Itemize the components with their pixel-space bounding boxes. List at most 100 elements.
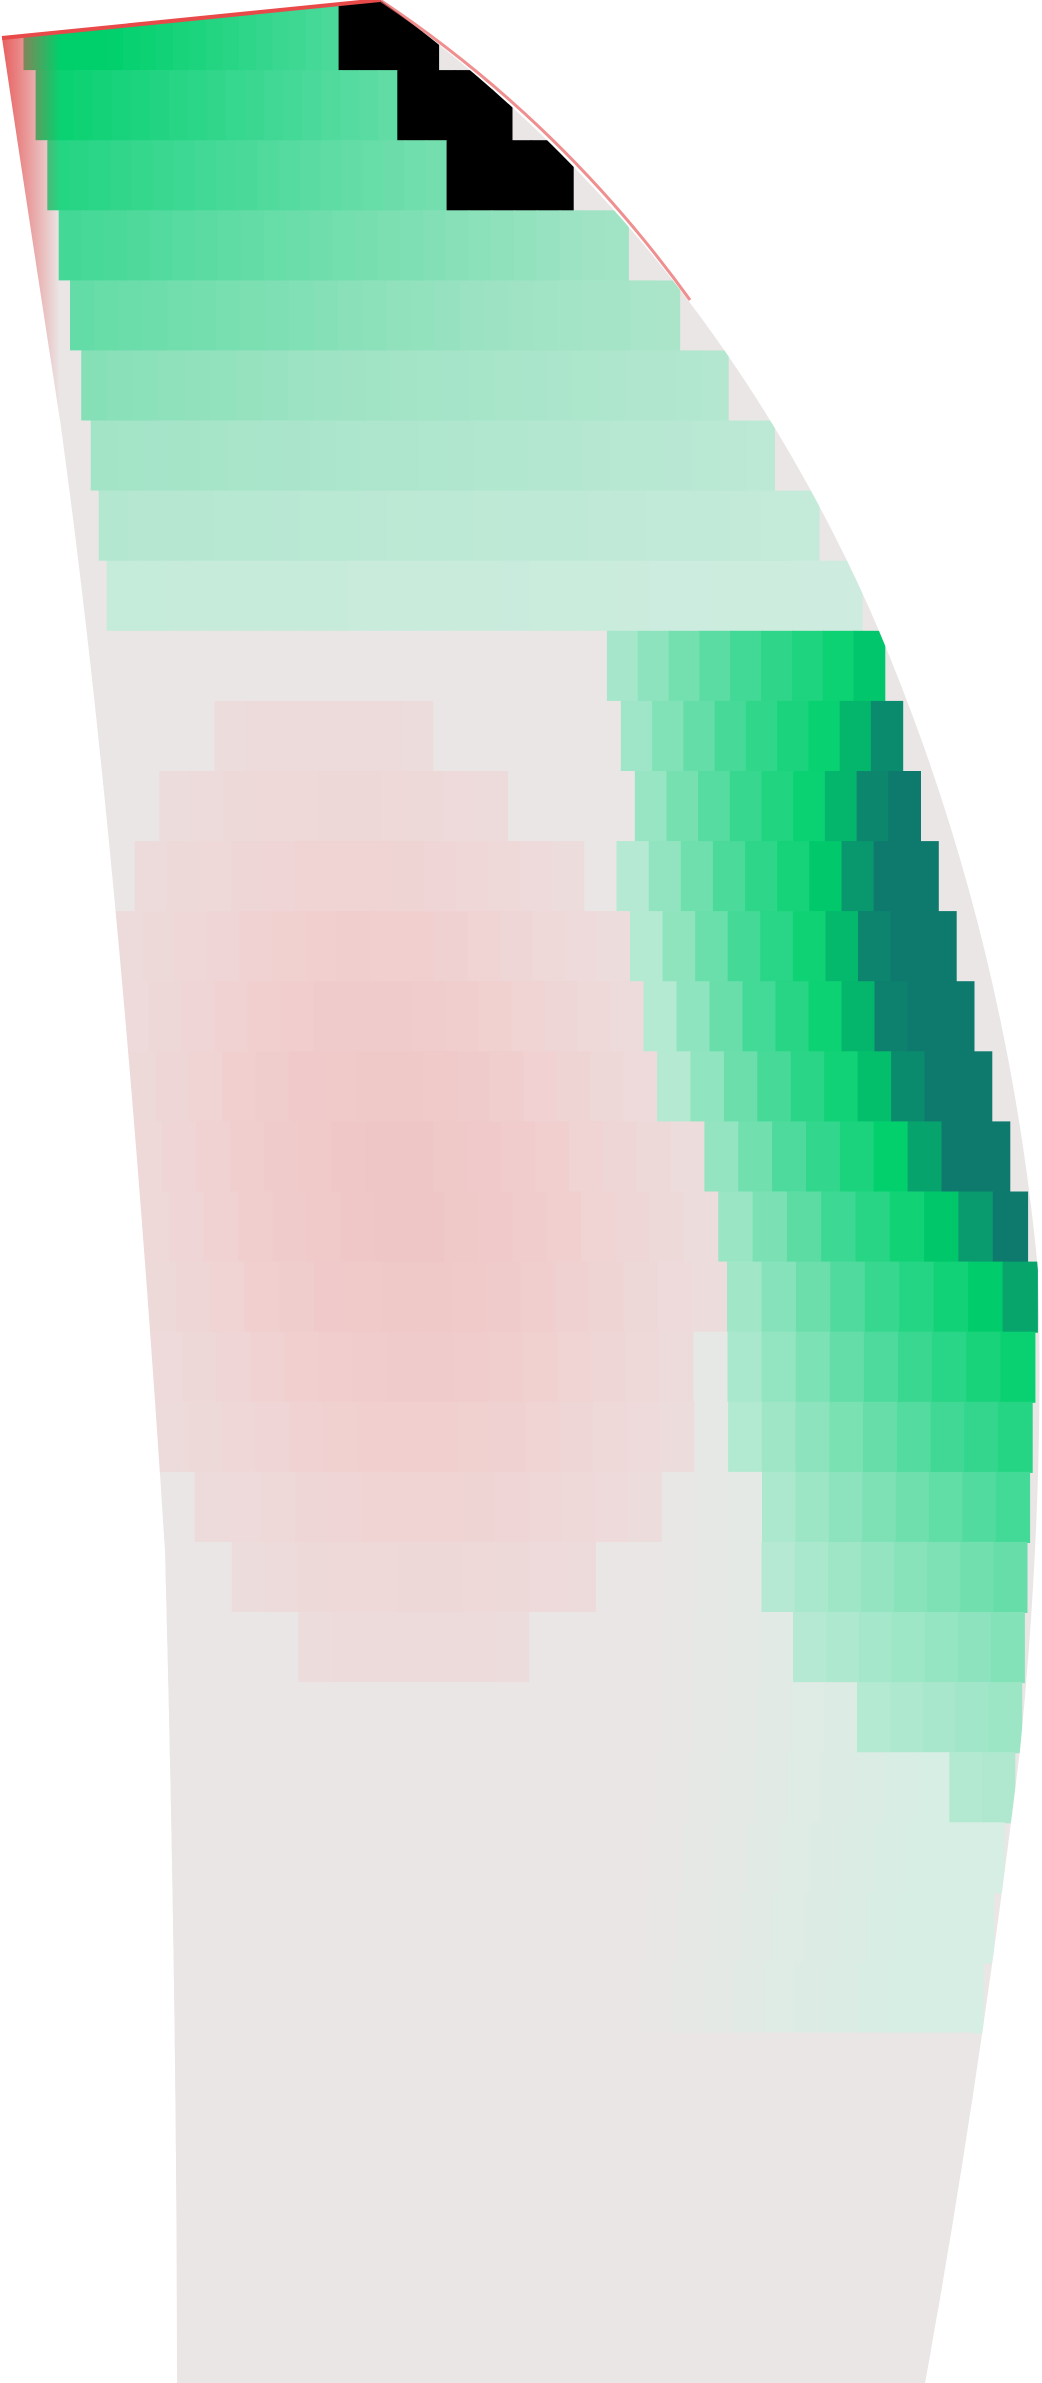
field-cell [499, 2242, 530, 2314]
field-cell [628, 2102, 660, 2174]
field-cell [467, 1121, 503, 1193]
field-cell [529, 1612, 564, 1684]
field-cell [271, 490, 302, 562]
field-cell [459, 280, 486, 352]
field-cell [215, 140, 238, 212]
field-cell [587, 2242, 618, 2314]
field-cell [628, 1471, 663, 1543]
field-cell [627, 1682, 661, 1754]
field-cell [200, 420, 229, 492]
field-cell [286, 771, 319, 843]
field-cell [843, 1822, 877, 1894]
field-cell [452, 630, 485, 702]
field-cell [188, 1051, 224, 1123]
field-cell [874, 981, 909, 1053]
field-cell [581, 280, 608, 352]
field-cell [254, 420, 283, 492]
field-cell [924, 1612, 959, 1684]
field-cell [779, 1822, 813, 1894]
field-cell [772, 2172, 803, 2244]
field-cell [443, 1191, 480, 1263]
field-cell [300, 490, 330, 562]
field-cell [317, 771, 351, 843]
field-cell [664, 420, 693, 492]
field-cell [325, 2102, 357, 2174]
field-cell [394, 1822, 428, 1894]
field-cell [264, 2032, 297, 2104]
field-cell [645, 1892, 678, 1964]
field-cell [1002, 1261, 1038, 1333]
field-cell [556, 1051, 592, 1123]
field-cell [852, 2242, 883, 2314]
field-cell [658, 1261, 694, 1333]
field-cell [795, 1962, 828, 2034]
field-cell [535, 1121, 570, 1193]
field-cell [747, 1822, 781, 1894]
field-cell [234, 2102, 266, 2174]
field-cell [669, 2312, 700, 2383]
field-cell [484, 280, 510, 352]
field-cell [388, 0, 406, 72]
field-cell [194, 140, 217, 212]
field-cell [634, 771, 668, 843]
field-cell [827, 1541, 862, 1613]
field-cell [198, 1541, 233, 1613]
color-cells [6, 0, 1038, 2383]
field-cell [184, 350, 212, 422]
field-cell [309, 420, 338, 492]
field-cell [402, 911, 436, 983]
field-cell [567, 2102, 599, 2174]
field-cell [704, 1121, 740, 1193]
field-cell [536, 210, 561, 282]
field-cell [698, 771, 731, 843]
field-cell [725, 1682, 760, 1754]
field-cell [421, 1962, 454, 2034]
field-cell [863, 1331, 899, 1403]
field-cell [530, 490, 561, 562]
field-cell [958, 1191, 994, 1263]
field-cell [170, 1892, 203, 1964]
field-cell [795, 1261, 832, 1333]
field-cell [931, 2102, 963, 2174]
field-cell [391, 420, 420, 492]
field-cell [810, 2102, 842, 2174]
field-cell [881, 2242, 913, 2314]
field-cell [222, 1051, 257, 1123]
field-cell [990, 1612, 1025, 1684]
field-cell [829, 1331, 865, 1403]
field-cell [841, 841, 875, 913]
field-cell [222, 1401, 257, 1473]
field-cell [444, 771, 478, 843]
field-cell [491, 210, 515, 282]
field-cell [94, 280, 120, 352]
field-cell [443, 2172, 475, 2244]
field-cell [483, 1962, 516, 2034]
field-cell [245, 700, 278, 772]
field-cell [993, 1541, 1028, 1613]
field-cell [884, 1752, 918, 1824]
field-cell [656, 1752, 690, 1824]
field-cell [313, 1261, 350, 1333]
field-cell [297, 1121, 333, 1193]
field-cell [727, 1612, 761, 1684]
field-cell [657, 1051, 692, 1123]
field-cell [577, 1962, 610, 2034]
field-cell [623, 1051, 658, 1123]
field-cell [240, 280, 266, 352]
field-cell [298, 1612, 333, 1684]
field-cell [661, 1471, 697, 1543]
field-cell [423, 841, 457, 913]
field-cell [409, 1191, 445, 1263]
field-cell [758, 1682, 793, 1754]
field-cell [284, 1331, 320, 1403]
tip-edge [1, 0, 381, 40]
field-cell [69, 490, 100, 562]
field-cell [756, 2312, 787, 2383]
field-cell [130, 70, 151, 142]
field-cell [446, 420, 475, 492]
field-cell [362, 140, 385, 212]
field-cell [483, 630, 516, 702]
field-cell [841, 981, 876, 1053]
field-cell [391, 841, 425, 913]
field-cell [329, 490, 359, 562]
